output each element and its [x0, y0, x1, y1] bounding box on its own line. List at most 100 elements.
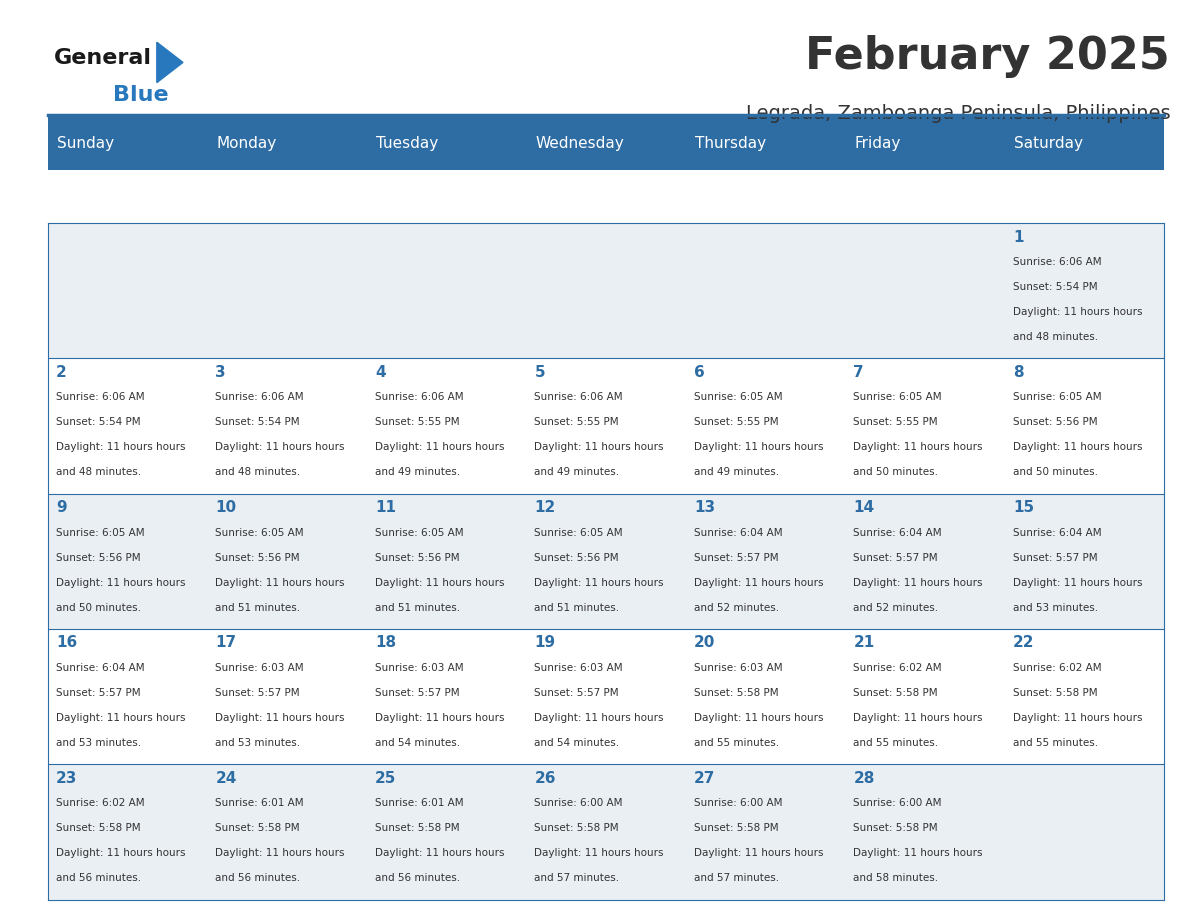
Text: Daylight: 11 hours hours: Daylight: 11 hours hours — [375, 577, 505, 588]
Text: Monday: Monday — [216, 136, 277, 151]
FancyBboxPatch shape — [845, 223, 1005, 358]
FancyBboxPatch shape — [845, 494, 1005, 629]
Text: 25: 25 — [375, 771, 397, 786]
Text: Sunset: 5:58 PM: Sunset: 5:58 PM — [853, 823, 939, 834]
Text: Sunset: 5:55 PM: Sunset: 5:55 PM — [853, 418, 939, 427]
Text: Sunset: 5:54 PM: Sunset: 5:54 PM — [215, 418, 301, 427]
Text: Sunday: Sunday — [57, 136, 114, 151]
Text: Daylight: 11 hours hours: Daylight: 11 hours hours — [56, 442, 185, 453]
Text: and 51 minutes.: and 51 minutes. — [215, 603, 301, 612]
FancyBboxPatch shape — [207, 358, 367, 494]
Text: Sunrise: 6:00 AM: Sunrise: 6:00 AM — [535, 798, 623, 808]
FancyBboxPatch shape — [367, 629, 526, 765]
Text: and 48 minutes.: and 48 minutes. — [215, 467, 301, 477]
FancyBboxPatch shape — [1005, 765, 1164, 900]
Text: Sunrise: 6:03 AM: Sunrise: 6:03 AM — [694, 663, 783, 673]
Text: 28: 28 — [853, 771, 874, 786]
Text: Sunrise: 6:00 AM: Sunrise: 6:00 AM — [853, 798, 942, 808]
Text: Sunset: 5:56 PM: Sunset: 5:56 PM — [375, 553, 460, 563]
FancyBboxPatch shape — [1005, 494, 1164, 629]
Text: 24: 24 — [215, 771, 236, 786]
Text: Sunrise: 6:04 AM: Sunrise: 6:04 AM — [56, 663, 145, 673]
Text: Sunrise: 6:04 AM: Sunrise: 6:04 AM — [1013, 528, 1101, 538]
Text: Wednesday: Wednesday — [536, 136, 625, 151]
Polygon shape — [157, 42, 183, 83]
Text: Sunrise: 6:05 AM: Sunrise: 6:05 AM — [535, 528, 623, 538]
Text: Sunset: 5:57 PM: Sunset: 5:57 PM — [215, 688, 301, 698]
Text: Sunset: 5:56 PM: Sunset: 5:56 PM — [535, 553, 619, 563]
Text: 22: 22 — [1013, 635, 1035, 651]
Text: Sunrise: 6:05 AM: Sunrise: 6:05 AM — [215, 528, 304, 538]
FancyBboxPatch shape — [207, 629, 367, 765]
Text: Daylight: 11 hours hours: Daylight: 11 hours hours — [215, 442, 345, 453]
Text: 14: 14 — [853, 500, 874, 515]
FancyBboxPatch shape — [526, 358, 685, 494]
Text: Sunset: 5:58 PM: Sunset: 5:58 PM — [375, 823, 460, 834]
Text: and 50 minutes.: and 50 minutes. — [1013, 467, 1098, 477]
Text: and 56 minutes.: and 56 minutes. — [215, 873, 301, 883]
Text: Daylight: 11 hours hours: Daylight: 11 hours hours — [1013, 442, 1143, 453]
Text: General: General — [53, 48, 151, 68]
Text: and 49 minutes.: and 49 minutes. — [535, 467, 620, 477]
Text: 15: 15 — [1013, 500, 1034, 515]
Text: and 51 minutes.: and 51 minutes. — [375, 603, 460, 612]
FancyBboxPatch shape — [207, 765, 367, 900]
Text: 12: 12 — [535, 500, 556, 515]
Text: and 57 minutes.: and 57 minutes. — [694, 873, 779, 883]
FancyBboxPatch shape — [1005, 358, 1164, 494]
Text: Daylight: 11 hours hours: Daylight: 11 hours hours — [56, 713, 185, 723]
Text: and 54 minutes.: and 54 minutes. — [375, 738, 460, 748]
Text: and 48 minutes.: and 48 minutes. — [56, 467, 141, 477]
Text: 13: 13 — [694, 500, 715, 515]
Text: Sunrise: 6:05 AM: Sunrise: 6:05 AM — [694, 392, 783, 402]
Text: Sunrise: 6:06 AM: Sunrise: 6:06 AM — [1013, 257, 1101, 267]
Text: 18: 18 — [375, 635, 396, 651]
FancyBboxPatch shape — [685, 494, 845, 629]
Text: 8: 8 — [1013, 364, 1024, 380]
Text: Sunset: 5:55 PM: Sunset: 5:55 PM — [535, 418, 619, 427]
Text: Daylight: 11 hours hours: Daylight: 11 hours hours — [215, 713, 345, 723]
Text: and 51 minutes.: and 51 minutes. — [535, 603, 620, 612]
Text: Sunrise: 6:04 AM: Sunrise: 6:04 AM — [694, 528, 783, 538]
Text: Sunrise: 6:06 AM: Sunrise: 6:06 AM — [56, 392, 145, 402]
Text: Sunrise: 6:01 AM: Sunrise: 6:01 AM — [375, 798, 463, 808]
Text: Sunset: 5:55 PM: Sunset: 5:55 PM — [375, 418, 460, 427]
Text: Sunset: 5:58 PM: Sunset: 5:58 PM — [56, 823, 140, 834]
Text: Tuesday: Tuesday — [377, 136, 438, 151]
Text: Sunset: 5:58 PM: Sunset: 5:58 PM — [853, 688, 939, 698]
Text: Sunrise: 6:02 AM: Sunrise: 6:02 AM — [56, 798, 145, 808]
Text: Sunset: 5:57 PM: Sunset: 5:57 PM — [375, 688, 460, 698]
Text: Sunset: 5:56 PM: Sunset: 5:56 PM — [1013, 418, 1098, 427]
Text: Sunrise: 6:03 AM: Sunrise: 6:03 AM — [375, 663, 463, 673]
FancyBboxPatch shape — [367, 358, 526, 494]
FancyBboxPatch shape — [526, 223, 685, 358]
FancyBboxPatch shape — [207, 223, 367, 358]
Text: and 49 minutes.: and 49 minutes. — [694, 467, 779, 477]
FancyBboxPatch shape — [207, 494, 367, 629]
Text: Sunrise: 6:04 AM: Sunrise: 6:04 AM — [853, 528, 942, 538]
FancyBboxPatch shape — [48, 223, 207, 358]
Text: 3: 3 — [215, 364, 226, 380]
Text: 6: 6 — [694, 364, 704, 380]
FancyBboxPatch shape — [526, 629, 685, 765]
Text: Daylight: 11 hours hours: Daylight: 11 hours hours — [853, 442, 982, 453]
Text: February 2025: February 2025 — [805, 35, 1170, 78]
Text: and 53 minutes.: and 53 minutes. — [215, 738, 301, 748]
Text: Daylight: 11 hours hours: Daylight: 11 hours hours — [1013, 308, 1143, 317]
Text: Daylight: 11 hours hours: Daylight: 11 hours hours — [853, 848, 982, 858]
Text: and 52 minutes.: and 52 minutes. — [694, 603, 779, 612]
Text: 5: 5 — [535, 364, 545, 380]
FancyBboxPatch shape — [367, 494, 526, 629]
Text: 23: 23 — [56, 771, 77, 786]
Text: Sunrise: 6:05 AM: Sunrise: 6:05 AM — [56, 528, 145, 538]
Text: and 55 minutes.: and 55 minutes. — [853, 738, 939, 748]
FancyBboxPatch shape — [48, 629, 207, 765]
Text: Daylight: 11 hours hours: Daylight: 11 hours hours — [56, 577, 185, 588]
Text: Saturday: Saturday — [1015, 136, 1083, 151]
FancyBboxPatch shape — [845, 765, 1005, 900]
Text: Sunset: 5:55 PM: Sunset: 5:55 PM — [694, 418, 778, 427]
Text: Sunset: 5:57 PM: Sunset: 5:57 PM — [694, 553, 778, 563]
Text: and 50 minutes.: and 50 minutes. — [56, 603, 141, 612]
FancyBboxPatch shape — [526, 765, 685, 900]
Text: Sunset: 5:54 PM: Sunset: 5:54 PM — [1013, 282, 1098, 292]
